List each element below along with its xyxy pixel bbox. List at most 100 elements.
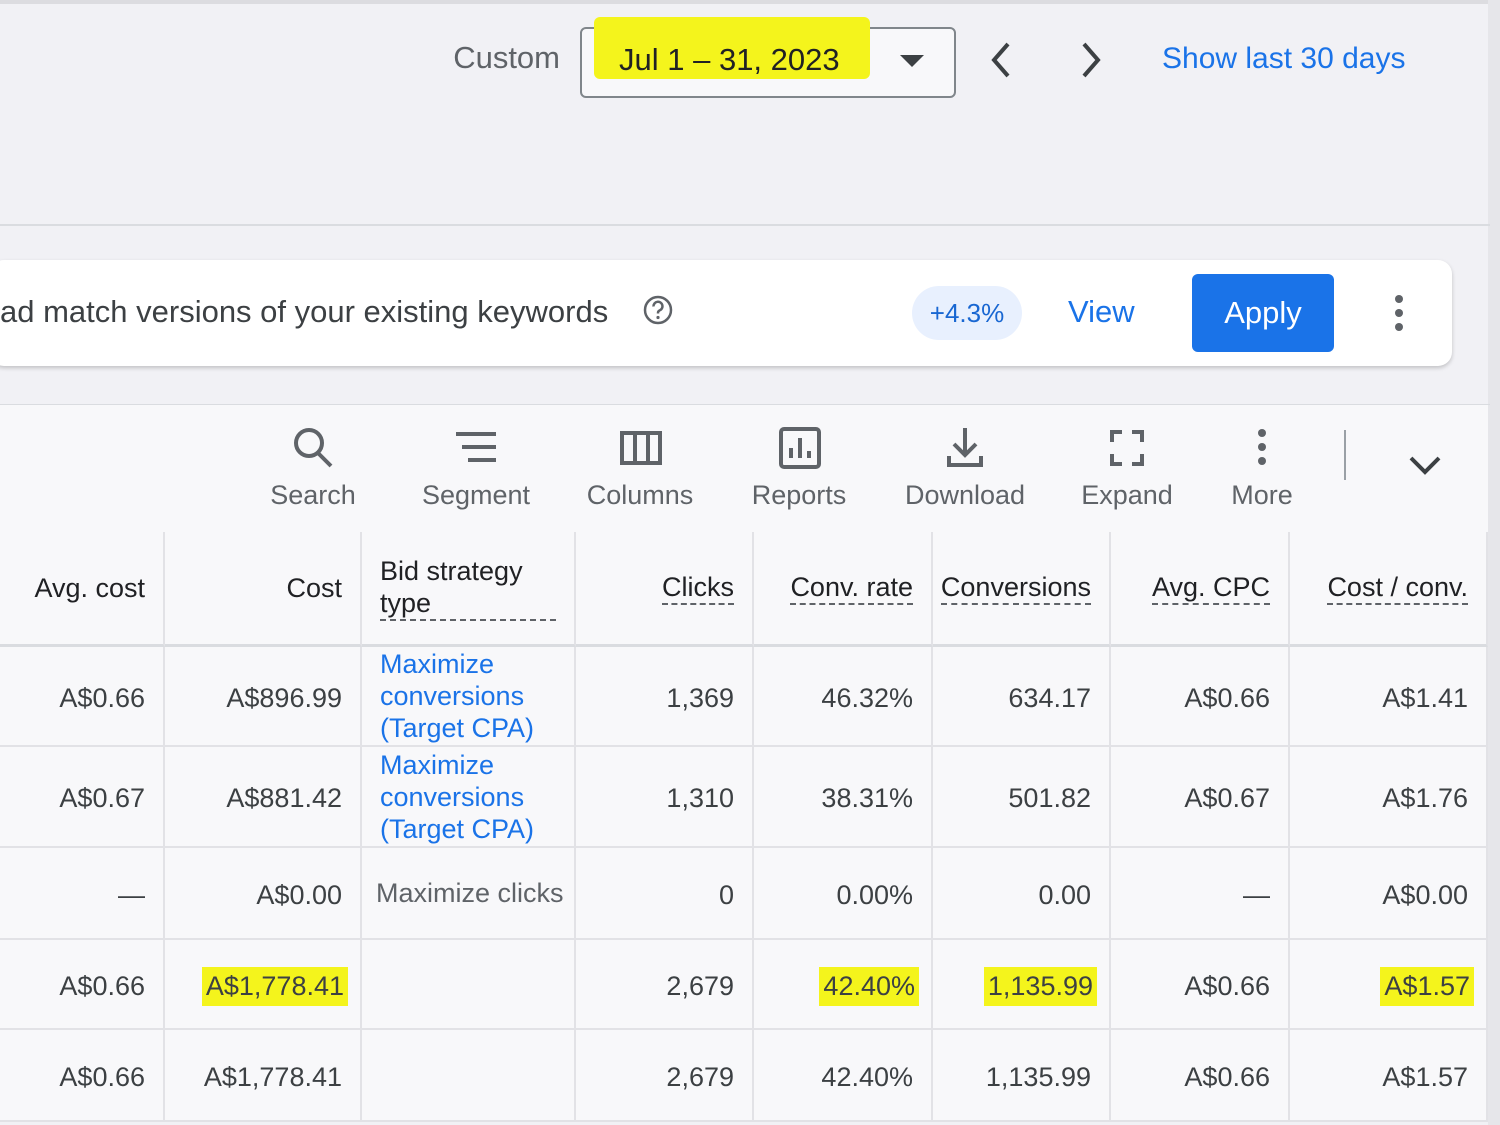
divider (0, 404, 1490, 405)
help-icon[interactable] (642, 294, 674, 326)
table-cell: 1,310 (576, 747, 754, 848)
cell-text: 0.00% (836, 879, 913, 910)
cell-text: 42.40% (821, 1061, 913, 1092)
table-cell: 0.00 (933, 848, 1111, 940)
cell-text: 0.00 (1038, 879, 1091, 910)
cell-text: A$0.66 (1184, 682, 1270, 713)
table-cell: 2,679 (576, 1030, 754, 1122)
table-cell: — (1111, 848, 1290, 940)
scroll-edge (1488, 0, 1500, 1125)
cell-text: 1,135.99 (983, 966, 1097, 1006)
column-header: Cost / conv. (1290, 532, 1488, 647)
cell-text: A$881.42 (226, 783, 342, 813)
highlight (594, 17, 870, 79)
cell-text: A$0.66 (59, 970, 145, 1001)
column-header: Clicks (576, 532, 754, 647)
header-text: Clicks (662, 572, 734, 605)
table-cell: A$1.57 (1290, 940, 1488, 1030)
table-cell: A$0.66 (1111, 940, 1290, 1030)
toolbar-button[interactable]: Columns (586, 480, 694, 510)
toolbar-button[interactable]: Download (904, 480, 1026, 510)
cell-text: 2,679 (666, 1061, 734, 1092)
cell-text: A$0.66 (1184, 970, 1270, 1001)
cell-text: A$896.99 (226, 682, 342, 713)
cell-text: A$0.66 (1184, 1061, 1270, 1092)
table-cell: A$1.41 (1290, 647, 1488, 747)
next-button[interactable] (1076, 40, 1106, 80)
table-cell: A$1,778.41 (165, 940, 362, 1030)
column-header: Cost (165, 532, 362, 647)
header-text: Avg. cost (34, 572, 145, 603)
table-cell: 501.82 (933, 747, 1111, 848)
cell-text: A$0.66 (59, 682, 145, 713)
apply-button[interactable]: Apply (1192, 274, 1334, 352)
table-cell: 0 (576, 848, 754, 940)
dropdown-arrow (900, 55, 924, 67)
cell-text: 634.17 (1008, 682, 1091, 713)
table-cell (362, 1030, 576, 1122)
header-text: Cost (286, 572, 342, 603)
cell-text: — (1243, 879, 1270, 910)
toolbar-icons (294, 427, 1441, 480)
table-cell: A$0.66 (1111, 647, 1290, 747)
table-cell: A$0.67 (0, 747, 165, 848)
table-cell: 42.40% (754, 1030, 933, 1122)
column-header: Conv. rate (754, 532, 933, 647)
toolbar-button[interactable]: More (1231, 480, 1293, 510)
cell-text: 2,679 (666, 970, 734, 1001)
view-link[interactable]: View (1068, 294, 1135, 329)
table-cell: A$0.67 (1111, 747, 1290, 848)
table-cell: 2,679 (576, 940, 754, 1030)
table-cell: A$0.66 (0, 940, 165, 1030)
table-cell: A$881.42 (165, 747, 362, 848)
cell-text: 1,369 (666, 682, 734, 713)
cell-text: Maximize clicks (376, 878, 564, 908)
table-cell: A$896.99 (165, 647, 362, 747)
header-text: Avg. CPC (1151, 572, 1270, 605)
toolbar-button[interactable]: Segment (421, 480, 531, 510)
table-cell: A$0.66 (1111, 1030, 1290, 1122)
toolbar-button[interactable]: Search (270, 480, 356, 510)
cell-text: A$0.00 (1382, 879, 1468, 910)
table-cell: A$0.66 (0, 647, 165, 747)
cell-text: 42.40% (819, 966, 919, 1006)
divider (0, 224, 1490, 226)
column-header: Avg. cost (0, 532, 165, 647)
table-cell: A$1.57 (1290, 1030, 1488, 1122)
cell-text: A$0.66 (59, 1061, 145, 1092)
menu-button[interactable] (1390, 293, 1408, 333)
cell-text: A$1,778.41 (201, 966, 348, 1006)
cell-text: 1,135.99 (985, 1061, 1091, 1092)
toolbar-button[interactable]: Expand (1081, 480, 1173, 510)
cell-text[interactable]: Maximize conversions (Target CPA) (380, 649, 535, 743)
cell-text: A$1.57 (1382, 1061, 1468, 1092)
date-picker[interactable]: Jul 1 – 31, 2023 (580, 17, 956, 98)
recommendation-card: ad match versions of your existing keywo… (0, 260, 1452, 366)
table-cell: 38.31% (754, 747, 933, 848)
table-cell: 1,135.99 (933, 1030, 1111, 1122)
table-cell: 1,369 (576, 647, 754, 747)
cell-text[interactable]: Maximize conversions (Target CPA) (380, 749, 535, 844)
date-label: Custom (453, 40, 560, 75)
header-text: Cost / conv. (1327, 572, 1468, 605)
cell-text: 0 (718, 879, 734, 910)
header-text: Conversions (940, 572, 1091, 605)
table-cell: 634.17 (933, 647, 1111, 747)
cell-text: 1,310 (666, 783, 734, 813)
column-header: Conversions (933, 532, 1111, 647)
toolbar-button[interactable]: Reports (751, 480, 847, 510)
show-last-link[interactable]: Show last 30 days (1162, 42, 1406, 75)
cell-text: A$0.00 (256, 879, 342, 910)
cell-text: 46.32% (821, 682, 913, 713)
top-border (0, 0, 1490, 4)
table-cell: Maximize conversions (Target CPA) (362, 747, 576, 848)
prev-button[interactable] (986, 40, 1016, 80)
date-value: Jul 1 – 31, 2023 (619, 42, 840, 77)
cell-text: A$1.41 (1382, 682, 1468, 713)
cell-text: A$0.67 (59, 783, 145, 813)
cell-text: A$1.57 (1380, 966, 1474, 1006)
cell-text: A$1.76 (1382, 783, 1468, 813)
header-text: Bid strategy type (380, 555, 556, 621)
column-header: Avg. CPC (1111, 532, 1290, 647)
